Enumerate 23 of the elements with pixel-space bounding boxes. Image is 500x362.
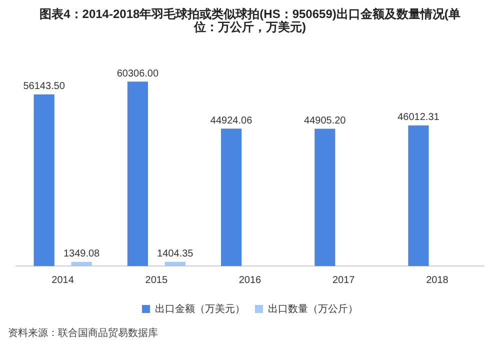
bar [127, 82, 148, 266]
chart-title: 图表4：2014-2018年羽毛球拍或类似球拍(HS：950659)出口金额及数量情况(单位：万公斤，万美元) [38, 7, 462, 34]
data-label: 44924.06 [210, 115, 253, 126]
data-label: 44905.20 [304, 115, 346, 126]
legend-label: 出口金额（万美元） [155, 302, 245, 315]
data-label: 46012.31 [398, 112, 440, 124]
x-tick-label: 2017 [332, 274, 356, 286]
bar [314, 128, 336, 266]
x-tick-label: 2016 [238, 274, 262, 286]
data-label: 1404.35 [157, 248, 194, 260]
data-label: 56143.50 [23, 81, 66, 92]
bar [164, 262, 186, 266]
bar [408, 125, 429, 266]
bar [220, 128, 242, 266]
text: 资料来源：联合国商品贸易数据库 [8, 326, 159, 340]
legend-label: 出口数量（万公斤） [268, 302, 358, 315]
data-label: 60306.00 [116, 68, 159, 80]
x-tick-label: 2014 [52, 274, 74, 286]
bar [71, 262, 92, 266]
x-tick-label: 2018 [426, 274, 449, 286]
bar [34, 94, 54, 266]
data-label: 1349.08 [63, 248, 100, 260]
x-tick-label: 2015 [145, 274, 168, 286]
